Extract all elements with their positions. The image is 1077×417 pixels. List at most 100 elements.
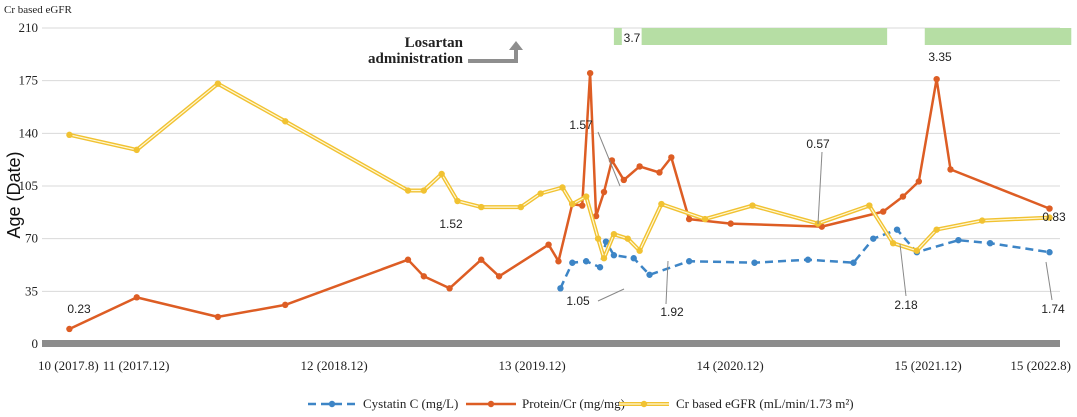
y-tick-label: 0	[32, 336, 39, 351]
data-point	[610, 252, 618, 259]
losartan-annotation: Losartan administration	[368, 35, 523, 67]
value-annotation: 2.18	[894, 298, 918, 312]
series-line	[68, 81, 1050, 261]
data-point	[545, 241, 552, 248]
data-point	[804, 256, 812, 263]
y-tick-label: 210	[19, 20, 39, 35]
legend-marker	[487, 400, 495, 408]
losartan-label-line-2: administration	[368, 51, 464, 67]
data-point	[133, 146, 140, 154]
data-point	[701, 215, 709, 223]
data-point	[947, 166, 954, 173]
data-point	[870, 235, 877, 242]
legend: Cystatin C (mg/L) Protein/Cr (mg/mg) Cr ba…	[308, 396, 854, 411]
data-point	[933, 75, 940, 83]
losartan-arrow-head	[509, 41, 523, 50]
series-layer	[66, 69, 1053, 333]
y-tick-label: 70	[25, 231, 38, 246]
y-axis-label: Age (Date)	[4, 151, 24, 238]
data-point	[630, 255, 637, 262]
x-tick-label: 11 (2017.12)	[103, 358, 170, 373]
x-tick-label: 12 (2018.12)	[301, 358, 368, 373]
data-point	[899, 193, 907, 200]
data-point	[978, 217, 986, 224]
annotation-leader	[817, 151, 823, 225]
data-point	[478, 256, 485, 263]
data-point	[636, 163, 643, 170]
data-point	[569, 259, 576, 266]
data-point	[915, 178, 923, 185]
data-point	[624, 235, 631, 242]
value-annotation: 0.23	[67, 302, 91, 316]
data-point	[569, 200, 576, 208]
losartan-label-line-1: Losartan	[405, 35, 464, 51]
data-point	[893, 226, 901, 233]
data-point	[282, 118, 289, 125]
data-point	[592, 212, 600, 220]
treatment-bar	[641, 28, 888, 45]
data-point	[420, 187, 428, 194]
annotation-leader	[665, 260, 669, 305]
value-annotation: 1.92	[660, 305, 684, 319]
data-point	[582, 193, 590, 200]
data-point	[879, 208, 887, 215]
data-point	[620, 176, 628, 184]
data-point	[600, 188, 608, 196]
series-line-inner	[69, 83, 1050, 259]
data-point	[133, 294, 140, 301]
x-tick-label: 10 (2017.8)	[38, 358, 99, 373]
value-annotation: 1.74	[1041, 302, 1065, 316]
data-point	[1046, 214, 1053, 221]
data-point	[438, 170, 445, 178]
legend-label: Cystatin C (mg/L)	[363, 396, 458, 411]
data-point	[685, 215, 693, 223]
annotation-leader	[1045, 261, 1053, 301]
annotation-leader	[597, 131, 621, 187]
data-point	[866, 202, 873, 209]
data-point	[495, 273, 503, 280]
data-point	[537, 190, 544, 197]
data-point	[658, 200, 665, 208]
data-point	[749, 202, 756, 209]
y-tick-label: 35	[25, 283, 38, 298]
data-point	[404, 256, 412, 263]
x-tick-label: 14 (2020.12)	[697, 358, 764, 373]
data-point	[602, 238, 610, 245]
data-point	[656, 169, 663, 176]
x-axis-line	[42, 340, 1060, 347]
series-line	[68, 71, 1050, 331]
data-point	[420, 273, 428, 280]
data-point	[454, 197, 461, 205]
losartan-arrow-shaft	[468, 50, 518, 63]
data-point	[559, 184, 566, 191]
data-point	[636, 247, 643, 254]
legend-marker	[328, 400, 336, 408]
data-point	[66, 131, 73, 139]
x-tick-label: 15 (2022.8)	[1010, 358, 1071, 373]
value-annotation: 3.35	[928, 50, 952, 64]
data-point	[586, 69, 594, 77]
value-annotation: 3.7	[624, 31, 641, 45]
value-annotation: 1.05	[566, 294, 590, 308]
data-point	[555, 258, 562, 265]
data-point	[668, 154, 675, 161]
data-point	[594, 235, 602, 242]
annotation-leader	[899, 243, 907, 297]
data-point	[214, 313, 222, 321]
legend-label: Protein/Cr (mg/mg)	[522, 396, 625, 411]
data-point	[1046, 249, 1053, 256]
legend-label: Cr based eGFR (mL/min/1.73 m²)	[676, 396, 854, 411]
y-tick-label: 140	[19, 125, 39, 140]
data-point	[66, 325, 73, 333]
value-annotation: 1.52	[439, 217, 463, 231]
data-point	[600, 255, 608, 262]
y-tick-label: 175	[19, 73, 39, 88]
data-point	[557, 285, 564, 292]
data-point	[913, 247, 921, 254]
value-annotation: 0.83	[1042, 210, 1066, 224]
data-point	[596, 264, 604, 271]
data-point	[850, 259, 857, 266]
annotation-leader	[597, 288, 625, 302]
y-tick-label: 105	[19, 178, 39, 193]
